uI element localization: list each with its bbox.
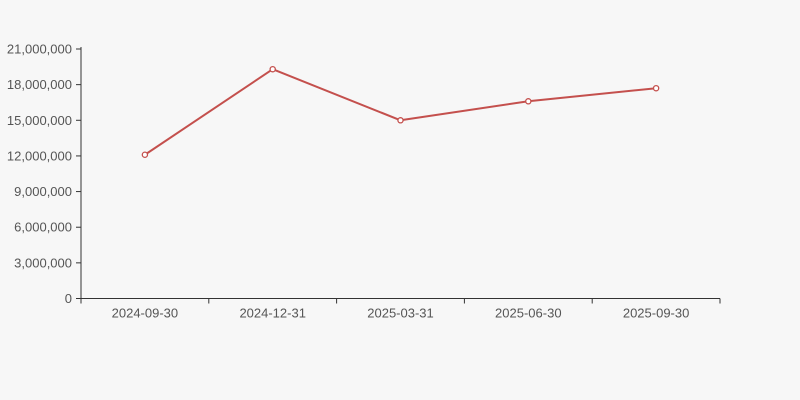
series-line	[143, 68, 658, 156]
y-tick-label: 18,000,000	[7, 77, 72, 92]
data-point-marker[interactable]	[397, 117, 404, 124]
y-tick-label: 12,000,000	[7, 148, 72, 163]
x-tick-label: 2025-09-30	[623, 306, 690, 321]
data-point-marker[interactable]	[269, 65, 276, 73]
data-point-marker[interactable]	[141, 151, 149, 158]
y-tick-label: 9,000,000	[14, 184, 72, 199]
y-tick-label: 21,000,000	[7, 42, 72, 57]
x-tick-label: 2024-12-31	[239, 306, 306, 321]
x-tick-label: 2024-09-30	[112, 306, 179, 321]
data-point-marker[interactable]	[525, 98, 532, 105]
y-tick-label: 6,000,000	[14, 220, 72, 235]
y-tick-label: 15,000,000	[7, 113, 72, 128]
x-tick-label: 2025-03-31	[367, 306, 434, 321]
data-point-marker[interactable]	[652, 84, 660, 92]
chart-root: 0 3,000,000 6,000,000 9,000,000 12,000,000 15…	[7, 42, 721, 321]
y-tick-label: 0	[65, 291, 72, 306]
y-tick-label: 3,000,000	[14, 255, 72, 270]
x-tick-label: 2025-06-30	[495, 306, 562, 321]
